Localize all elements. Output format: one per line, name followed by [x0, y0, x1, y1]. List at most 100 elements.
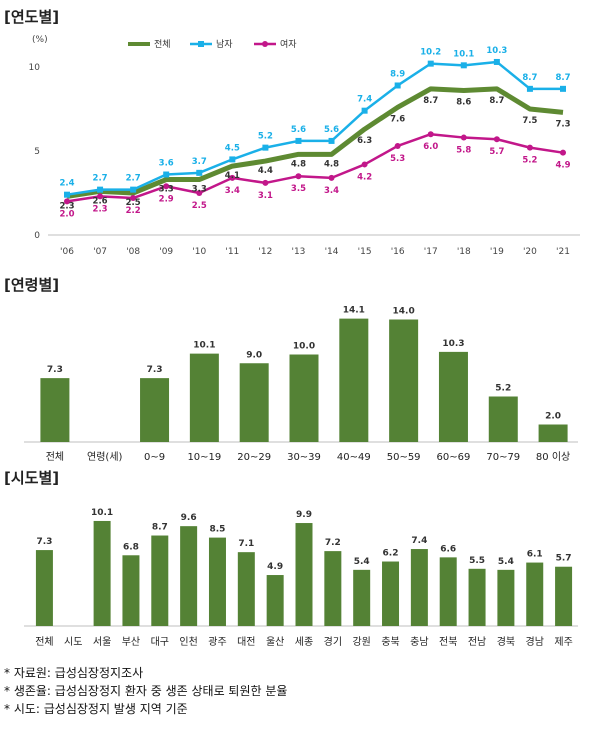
legend-label: 남자 — [216, 39, 233, 50]
data-label: 2.3 — [59, 201, 74, 211]
data-point — [229, 156, 236, 163]
data-label: 5.2 — [522, 156, 537, 166]
region-section-title: [시도별] — [4, 469, 60, 487]
bar-부산 — [122, 555, 140, 626]
x-tick-label: '15 — [358, 247, 372, 257]
data-label: 5.6 — [291, 125, 306, 135]
category-label: 30~39 — [287, 452, 321, 463]
data-point — [64, 191, 70, 198]
category-label: 세종 — [295, 636, 313, 648]
data-label: 2.6 — [93, 196, 108, 206]
x-tick-label: '17 — [424, 247, 438, 257]
data-point — [130, 195, 137, 202]
x-tick-label: '06 — [60, 247, 74, 257]
data-point — [196, 190, 203, 196]
bar-인천 — [180, 526, 198, 626]
bar-value-label: 10.3 — [442, 339, 464, 349]
data-point — [493, 136, 500, 143]
data-label: 10.1 — [453, 49, 474, 59]
x-tick-label: '13 — [291, 247, 305, 257]
bar-value-label: 7.4 — [411, 536, 427, 546]
category-label: 경남 — [526, 635, 544, 648]
bar-60~69 — [438, 351, 468, 442]
bar-경북 — [497, 569, 515, 626]
category-label: 전체 — [35, 636, 53, 648]
series-line-전체 — [66, 86, 564, 199]
data-label: 5.6 — [324, 125, 339, 135]
data-label: 10.3 — [486, 46, 507, 56]
data-point — [262, 144, 269, 151]
y-tick-label: 10 — [29, 63, 41, 73]
category-label: 부산 — [122, 636, 140, 648]
x-tick-label: '16 — [391, 247, 405, 257]
data-point — [394, 142, 401, 149]
x-tick-label: '21 — [556, 247, 570, 257]
category-label: 대구 — [151, 636, 169, 648]
bar-value-label: 6.8 — [123, 542, 139, 552]
data-label: 8.7 — [555, 73, 570, 83]
data-point — [262, 179, 269, 186]
data-label: 3.3 — [192, 185, 207, 195]
bar-전체 — [35, 550, 53, 626]
category-label: 충남 — [410, 636, 428, 648]
data-label: 6.3 — [357, 136, 372, 146]
bar-세종 — [295, 523, 313, 626]
data-label: 5.3 — [390, 154, 405, 164]
data-point — [394, 82, 401, 89]
bar-value-label: 8.5 — [209, 525, 225, 535]
bar-20~29 — [239, 363, 269, 442]
data-label: 3.4 — [324, 186, 339, 196]
x-tick-label: '11 — [225, 247, 239, 257]
category-label: 경북 — [497, 635, 515, 648]
data-label: 3.6 — [159, 159, 174, 169]
bar-전북 — [439, 557, 457, 626]
x-tick-label: '14 — [325, 247, 339, 257]
bar-value-label: 5.5 — [469, 556, 485, 566]
x-tick-label: '20 — [523, 247, 537, 257]
data-label: 6.0 — [423, 142, 438, 152]
category-label: 80 이상 — [536, 451, 570, 463]
bar-value-label: 10.0 — [293, 342, 315, 352]
series-line-남자 — [66, 60, 563, 196]
data-point — [64, 198, 70, 205]
category-label: 울산 — [266, 636, 284, 648]
data-label: 3.3 — [159, 185, 174, 195]
x-tick-label: '19 — [490, 247, 504, 257]
bar-울산 — [266, 575, 284, 626]
data-point — [560, 85, 566, 92]
y-unit-label: (%) — [32, 35, 48, 45]
bar-value-label: 7.3 — [36, 537, 52, 547]
y-tick-label: 5 — [34, 147, 40, 157]
legend-marker — [262, 41, 268, 47]
category-label: 인천 — [179, 636, 197, 648]
data-label: 2.4 — [59, 179, 74, 189]
data-label: 8.7 — [423, 96, 438, 106]
data-point — [295, 137, 302, 144]
data-point — [460, 134, 467, 141]
category-label: 70~79 — [486, 452, 520, 463]
category-label: 강원 — [352, 636, 370, 648]
category-label: 40~49 — [337, 452, 371, 463]
data-label: 7.3 — [555, 119, 570, 129]
category-label: 20~29 — [237, 452, 271, 463]
footnotes: * 자료원: 급성심장정지조사 * 생존율: 급성심장정지 환자 중 생존 상태… — [4, 664, 287, 718]
data-label: 2.7 — [126, 174, 141, 184]
data-point — [97, 193, 104, 200]
category-label: 제주 — [554, 636, 572, 648]
bar-value-label: 14.0 — [393, 307, 415, 317]
data-label: 3.5 — [291, 184, 306, 194]
x-tick-label: '07 — [93, 247, 107, 257]
data-label: 7.6 — [390, 114, 405, 124]
category-label: 연령(세) — [87, 451, 123, 463]
data-label: 5.2 — [258, 132, 273, 142]
data-point — [526, 144, 533, 151]
data-label: 3.4 — [225, 186, 240, 196]
bar-전체 — [40, 378, 70, 442]
legend-marker — [198, 41, 204, 47]
bar-광주 — [208, 537, 226, 626]
bar-value-label: 2.0 — [545, 412, 561, 422]
data-label: 2.5 — [126, 198, 141, 208]
bar-경기 — [324, 551, 342, 626]
category-label: 경기 — [324, 635, 342, 648]
bar-value-label: 10.1 — [193, 341, 215, 351]
